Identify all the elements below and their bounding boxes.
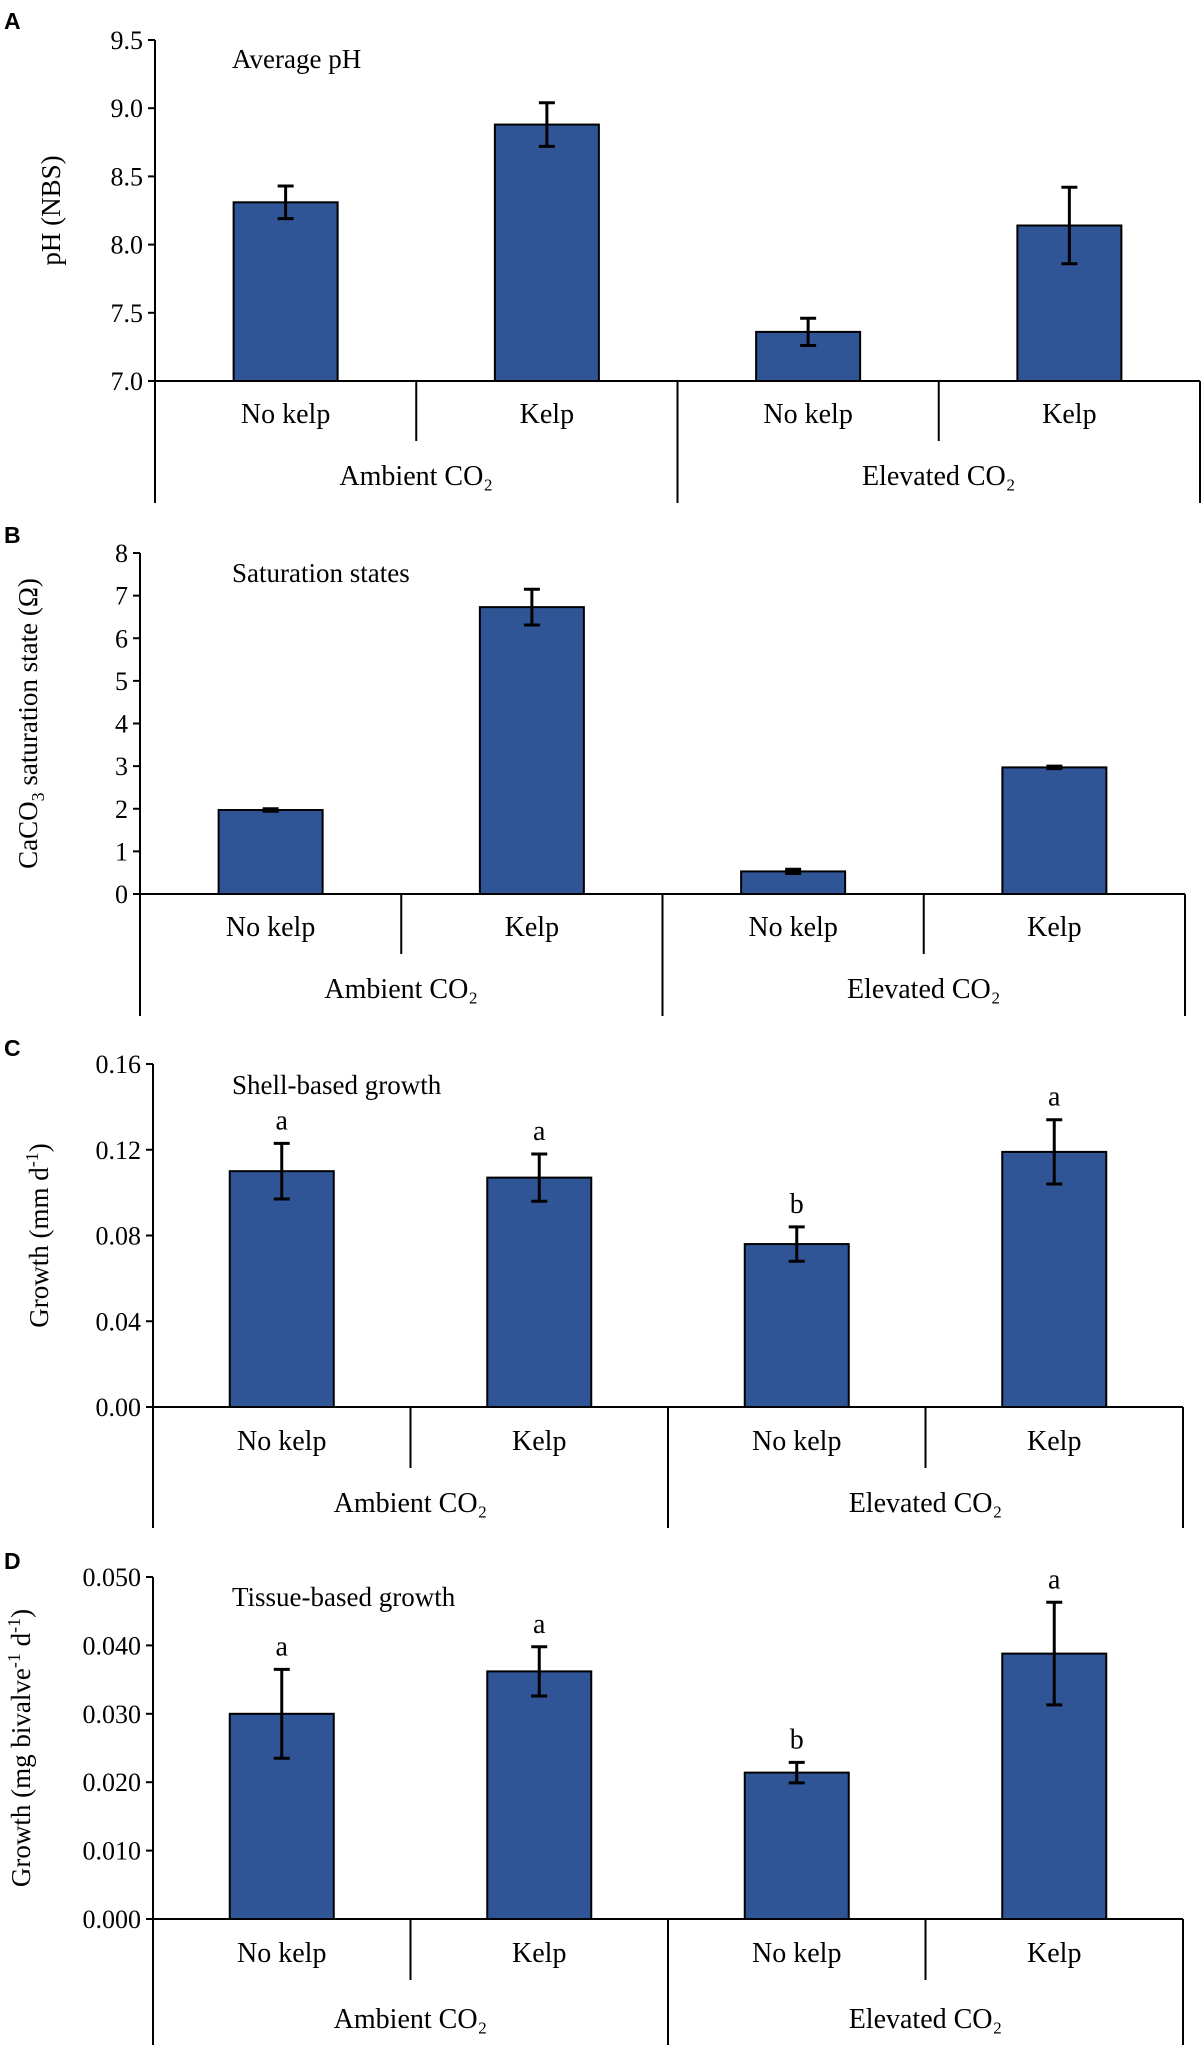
category-label: No kelp [237, 1426, 326, 1457]
bar [493, 123, 600, 383]
significance-letter: a [533, 1116, 546, 1147]
group-label: Elevated CO₂ [862, 461, 1016, 492]
y-axis-title: pH (NBS) [36, 155, 66, 265]
bar [755, 330, 862, 382]
significance-letter: a [1048, 1564, 1061, 1595]
chart-title: Average pH [232, 44, 361, 74]
category-label: No kelp [237, 1938, 326, 1969]
y-tick-label: 0.08 [96, 1222, 142, 1251]
bar [228, 1170, 335, 1408]
chart-title: Saturation states [232, 558, 410, 588]
y-tick-label: 0.040 [83, 1631, 142, 1660]
bar [743, 1243, 850, 1408]
group-label: Elevated CO₂ [849, 1488, 1003, 1519]
category-label: No kelp [763, 399, 852, 430]
bar [1001, 1150, 1108, 1409]
significance-letter: a [1048, 1082, 1061, 1113]
y-tick-label: 0.00 [96, 1393, 142, 1422]
y-tick-label: 8 [115, 539, 128, 568]
group-label: Elevated CO₂ [847, 974, 1001, 1005]
category-label: Kelp [512, 1938, 566, 1969]
y-tick-label: 0.010 [83, 1837, 142, 1866]
significance-letter: a [533, 1609, 546, 1640]
significance-letter: a [276, 1105, 289, 1136]
bar [1001, 1652, 1108, 1921]
category-label: No kelp [752, 1938, 841, 1969]
y-tick-label: 0.050 [83, 1563, 142, 1592]
y-tick-label: 9.0 [111, 94, 144, 123]
category-label: Kelp [1027, 1938, 1081, 1969]
category-label: No kelp [241, 399, 330, 430]
y-axis-title: Growth (mm d-1) [22, 1143, 54, 1327]
y-tick-label: 8.5 [111, 162, 144, 191]
bar [743, 1771, 850, 1921]
y-tick-label: 0 [115, 880, 128, 909]
significance-letter: a [276, 1631, 289, 1662]
bar [217, 809, 324, 895]
panel-letter: A [4, 8, 21, 34]
group-label: Elevated CO₂ [849, 2004, 1003, 2035]
y-tick-label: 5 [115, 667, 128, 696]
bar [232, 201, 339, 382]
category-label: Kelp [512, 1426, 566, 1457]
category-label: No kelp [748, 912, 837, 943]
chart-title: Tissue-based growth [232, 1582, 456, 1612]
panel-letter: C [4, 1035, 21, 1061]
chart-panel-c: C 0.00 0.04 0.08 0.12 0.16 Growth (mm d-1) Shel… [4, 1035, 1184, 1528]
y-tick-label: 8.0 [111, 231, 144, 260]
bar [1001, 766, 1108, 895]
chart-panel-a: A 7.0 7.5 8.0 8.5 9.0 9.5 pH (NBS) Average pH No … [4, 8, 1201, 503]
significance-letter: b [790, 1724, 804, 1755]
bar [486, 1176, 593, 1409]
chart-panel-d: D 0.000 0.010 0.020 0.030 0.040 0.050 Growth (m… [4, 1548, 1184, 2045]
y-tick-label: 2 [115, 795, 128, 824]
chart-panel-b: B 0 1 2 3 4 5 6 7 8 CaCO3 saturation state (Ω) Satu… [4, 522, 1186, 1016]
category-label: No kelp [226, 912, 315, 943]
category-label: Kelp [1027, 912, 1081, 943]
panel-letter: B [4, 522, 21, 548]
y-tick-label: 7 [115, 582, 128, 611]
y-tick-label: 0.030 [83, 1700, 142, 1729]
category-label: Kelp [505, 912, 559, 943]
y-tick-label: 1 [115, 837, 128, 866]
group-label: Ambient CO₂ [324, 974, 478, 1005]
category-label: Kelp [520, 399, 574, 430]
y-tick-label: 0.04 [96, 1307, 142, 1336]
group-label: Ambient CO₂ [334, 1488, 488, 1519]
y-axis-title: Growth (mg bivalve-1 d-1) [4, 1609, 36, 1887]
panel-letter: D [4, 1548, 21, 1574]
y-axis-title: CaCO3 saturation state (Ω) [13, 578, 48, 869]
significance-letter: b [790, 1189, 804, 1220]
group-label: Ambient CO₂ [334, 2004, 488, 2035]
y-tick-label: 0.000 [83, 1905, 142, 1934]
category-label: Kelp [1042, 399, 1096, 430]
y-tick-label: 6 [115, 624, 128, 653]
y-tick-label: 7.5 [111, 299, 144, 328]
group-label: Ambient CO₂ [339, 461, 493, 492]
y-tick-label: 0.020 [83, 1768, 142, 1797]
y-tick-label: 9.5 [111, 26, 144, 55]
y-tick-label: 3 [115, 752, 128, 781]
y-tick-label: 0.16 [96, 1050, 142, 1079]
chart-title: Shell-based growth [232, 1070, 442, 1100]
bar [486, 1670, 593, 1920]
y-tick-label: 4 [115, 710, 128, 739]
y-tick-label: 0.12 [96, 1136, 142, 1165]
bar [478, 606, 585, 895]
category-label: Kelp [1027, 1426, 1081, 1457]
y-tick-label: 7.0 [111, 367, 144, 396]
category-label: No kelp [752, 1426, 841, 1457]
